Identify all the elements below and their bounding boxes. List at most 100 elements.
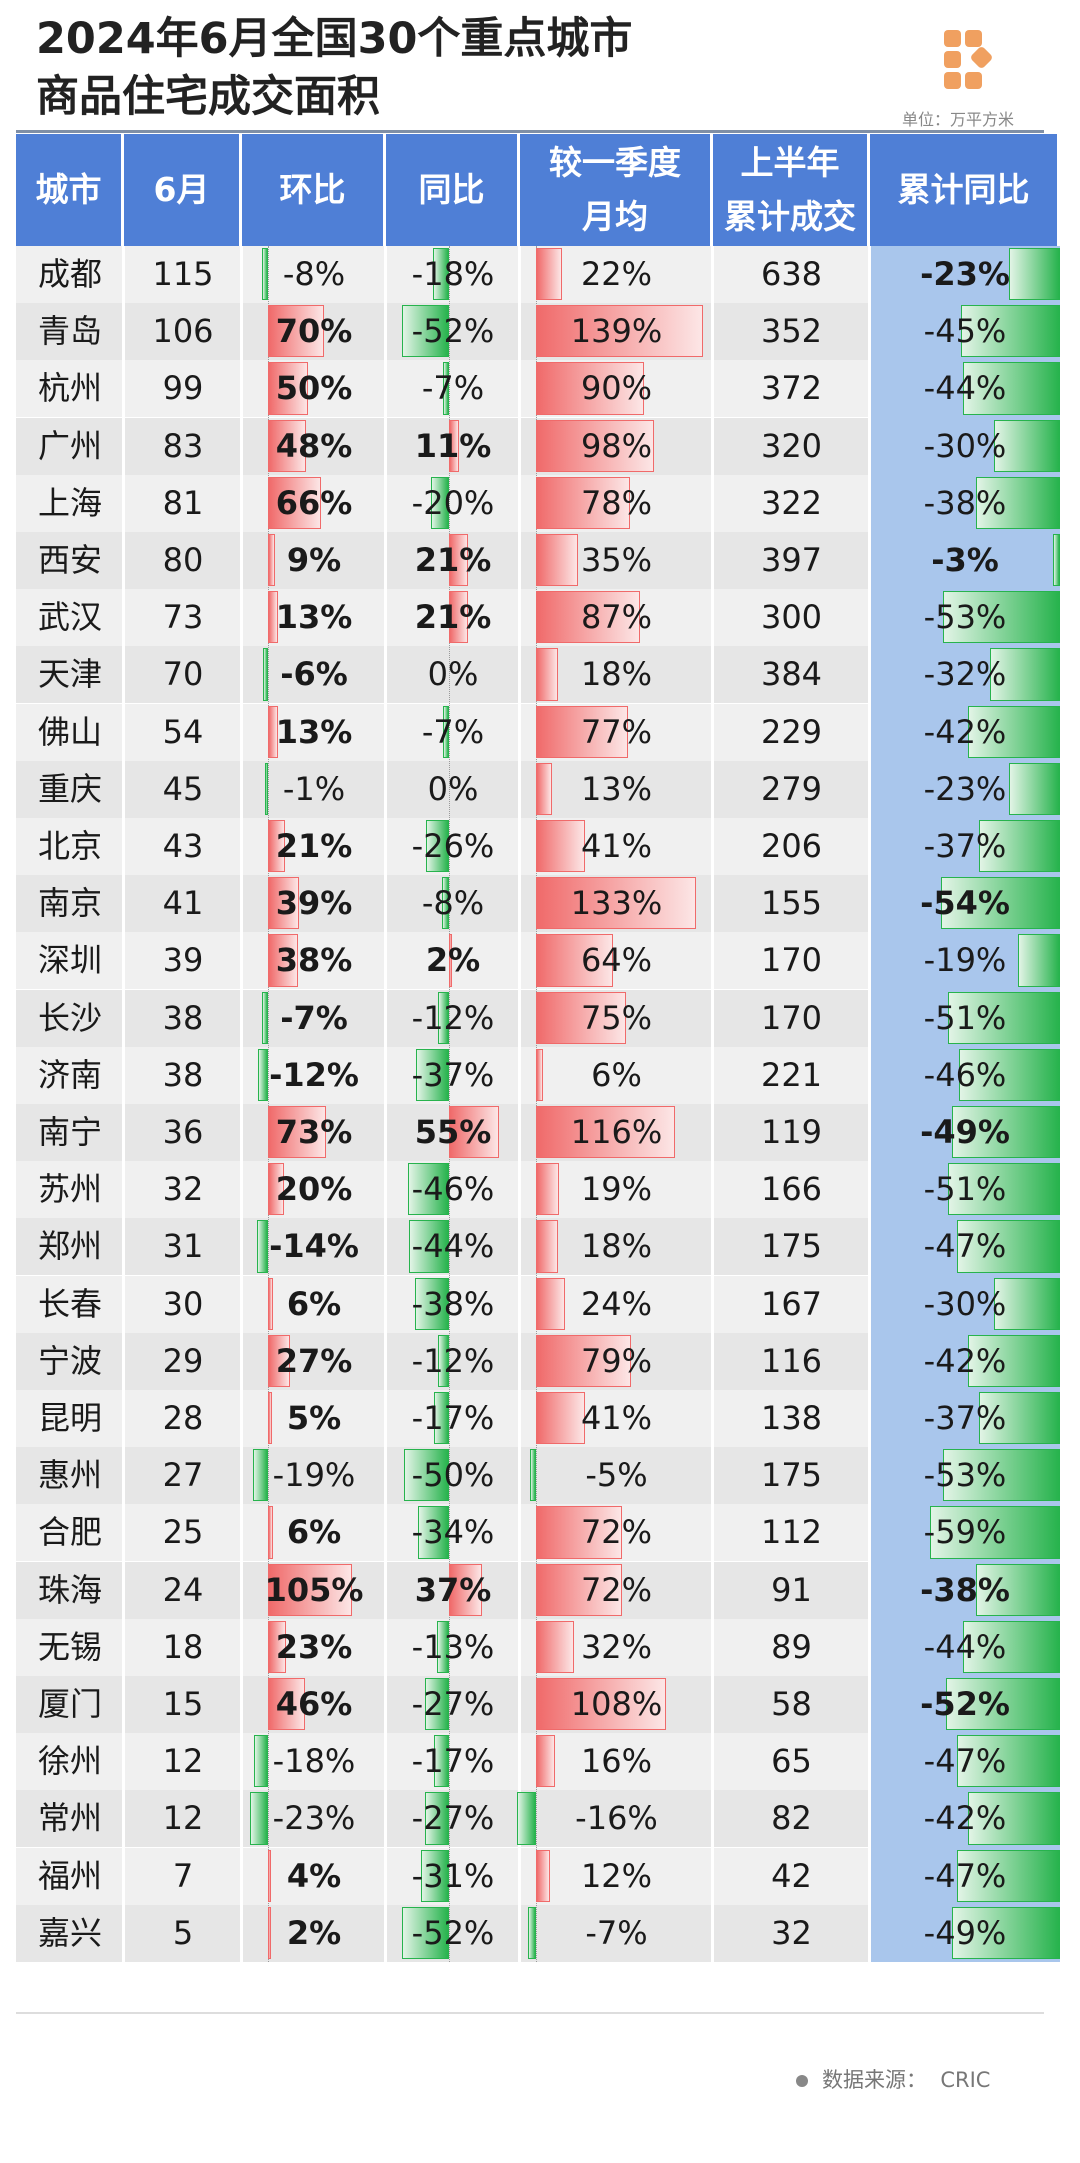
cell-city: 南京: [37, 884, 102, 923]
cell-yoy: -44%: [411, 1227, 495, 1266]
header-yoy: 同比: [386, 134, 517, 246]
cell-cumyoy: -42%: [923, 1341, 1007, 1380]
cell-vsq1: 64%: [580, 941, 653, 980]
cell-mom: 73%: [275, 1113, 353, 1151]
cell-yoy: 2%: [425, 941, 481, 980]
cell-june: 36: [162, 1113, 204, 1151]
cell-mom: 4%: [286, 1856, 342, 1895]
bar-mom: [268, 362, 308, 415]
bar-vsq1: [536, 1106, 676, 1159]
cell-cumyoy: -54%: [920, 884, 1010, 923]
bar-mom: [268, 1906, 271, 1959]
bar-yoy: [442, 362, 449, 415]
bar-yoy: [424, 1678, 449, 1731]
cell-city: 西安: [37, 541, 102, 579]
cell-h1: 384: [760, 655, 823, 694]
cell-mom: 21%: [275, 827, 353, 865]
cell-h1: 372: [760, 369, 823, 408]
bar-vsq1: [536, 362, 644, 415]
cell-yoy: 0%: [427, 769, 479, 808]
bar-yoy: [437, 1620, 449, 1673]
cell-cumyoy: -53%: [923, 598, 1007, 637]
bar-vsq1: [536, 1735, 556, 1788]
cell-mom: 50%: [275, 369, 353, 408]
bar-cumyoy: [945, 1678, 1060, 1731]
cell-city: 武汉: [37, 598, 102, 637]
bar-cumyoy: [963, 362, 1060, 415]
cell-yoy: -34%: [411, 1513, 495, 1552]
chart-title: 2024年6月全国30个重点城市 商品住宅成交面积: [36, 10, 632, 126]
cell-vsq1: 32%: [580, 1627, 653, 1666]
cell-yoy: -13%: [411, 1627, 495, 1666]
bar-vsq1: [536, 1506, 623, 1559]
bar-vsq1: [536, 1334, 631, 1387]
cell-yoy: -7%: [421, 712, 485, 751]
bar-mom: [268, 1620, 287, 1673]
cell-city: 常州: [37, 1799, 102, 1838]
cell-mom: 23%: [275, 1627, 353, 1666]
column-separator: [868, 246, 871, 1962]
cell-cumyoy: -30%: [923, 426, 1007, 465]
bar-vsq1: [536, 762, 552, 815]
cell-h1: 322: [760, 483, 823, 522]
cell-june: 27: [162, 1456, 204, 1495]
bar-yoy: [409, 1220, 449, 1273]
cell-yoy: -17%: [411, 1399, 495, 1437]
bar-mom: [268, 1277, 273, 1330]
cell-yoy: -20%: [411, 483, 495, 522]
bar-mom: [249, 1792, 268, 1845]
bar-mom: [268, 305, 324, 358]
bar-vsq1: [536, 419, 654, 472]
cell-june: 81: [162, 483, 204, 522]
cell-mom: -14%: [269, 1227, 359, 1266]
bar-cumyoy: [994, 1277, 1060, 1330]
bar-vsq1: [527, 1906, 536, 1959]
cell-h1: 221: [760, 1055, 823, 1094]
cell-mom: 13%: [275, 712, 353, 751]
cell-mom: 105%: [264, 1570, 364, 1609]
cell-cumyoy: -23%: [923, 769, 1007, 808]
cell-city: 成都: [37, 255, 102, 293]
bar-vsq1: [536, 534, 578, 587]
cell-h1: 229: [760, 712, 823, 751]
bar-mom: [268, 820, 285, 873]
cell-june: 73: [162, 598, 204, 637]
cell-mom: -12%: [269, 1055, 359, 1094]
cell-vsq1: -16%: [575, 1799, 658, 1838]
bar-cumyoy: [947, 1163, 1060, 1216]
cell-yoy: 21%: [414, 541, 492, 579]
bar-vsq1: [536, 1277, 565, 1330]
bar-cumyoy: [994, 419, 1060, 472]
bar-yoy: [449, 1563, 483, 1616]
bar-vsq1: [536, 877, 696, 930]
cell-mom: 48%: [275, 426, 353, 465]
cell-vsq1: 6%: [591, 1055, 642, 1094]
cell-city: 嘉兴: [37, 1913, 102, 1952]
cell-city: 佛山: [37, 712, 102, 751]
cell-june: 106: [152, 312, 214, 351]
cell-mom: 66%: [275, 483, 353, 522]
cell-vsq1: 18%: [580, 1227, 653, 1266]
bar-cumyoy: [956, 1220, 1060, 1273]
source-name: CRIC: [940, 2068, 991, 2092]
header-june: 6月: [124, 134, 239, 246]
title-line-2: 商品住宅成交面积: [36, 72, 380, 122]
cell-vsq1: 133%: [570, 884, 663, 923]
cell-h1: 638: [760, 255, 823, 293]
cell-june: 38: [162, 1055, 204, 1094]
bar-yoy: [404, 1449, 449, 1502]
column-separator: [240, 246, 243, 1962]
cell-city: 苏州: [37, 1170, 102, 1209]
cell-cumyoy: -49%: [923, 1913, 1007, 1952]
cell-h1: 119: [760, 1113, 823, 1151]
cell-city: 上海: [37, 483, 102, 522]
cell-mom: 39%: [275, 884, 353, 923]
bar-cumyoy: [961, 305, 1060, 358]
cell-h1: 279: [760, 769, 823, 808]
bar-vsq1: [536, 305, 703, 358]
bar-vsq1: [516, 1792, 536, 1845]
cell-vsq1: 13%: [580, 769, 653, 808]
bar-cumyoy: [976, 1563, 1060, 1616]
bar-vsq1: [536, 1048, 544, 1101]
bar-mom: [268, 534, 276, 587]
